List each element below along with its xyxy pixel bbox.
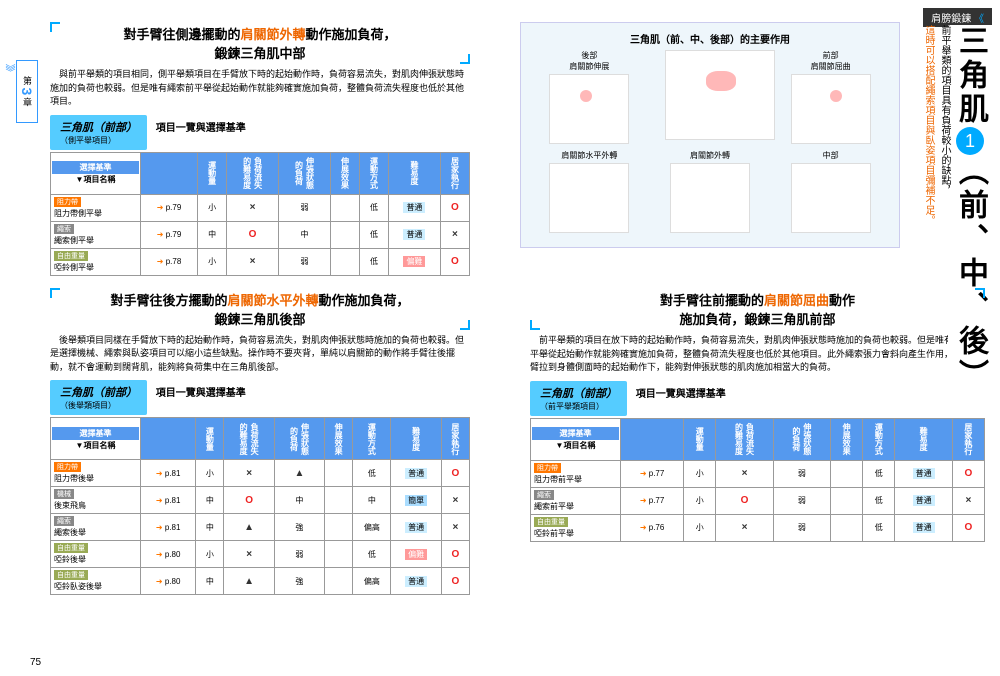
anatomy-torso	[665, 50, 755, 146]
exercise-table-front: 選擇基準▼項目名稱運動量負荷流失的難易度伸張狀態的負荷伸展效果運動方式難易度居家…	[530, 418, 985, 542]
spine-label: 鍛鍊肩膀、手臂	[0, 60, 1, 123]
spine-suffix: 章	[22, 98, 32, 107]
table-label: 三角肌（前部）（側平舉項目）	[50, 115, 147, 150]
table-row: 繩索繩索側平舉 ➜ p.79 中O中低 普通 ×	[51, 221, 470, 248]
section-rear-deltoid: 對手臂往後方擺動的肩關節水平外轉動作施加負荷， 鍛鍊三角肌後部 後舉類項目同樣在…	[50, 290, 470, 596]
section-heading: 對手臂往前擺動的肩關節屈曲動作 施加負荷，鍛鍊三角肌前部	[530, 290, 985, 328]
anatomy-panel: 三角肌（前、中、後部）的主要作用 後部肩關節伸展 前部肩關節屈曲 肩關節水平外轉…	[520, 22, 900, 248]
left-page: 第 3 章 》》 鍛鍊肩膀、手臂 對手臂往側邊擺動的肩關節外轉動作施加負荷， 鍛…	[0, 0, 500, 676]
spine-zig: 》》	[1, 64, 16, 119]
anatomy-rear: 後部肩關節伸展	[544, 50, 634, 146]
anatomy-mid: 中部	[786, 150, 876, 235]
section-front-deltoid: 對手臂往前擺動的肩關節屈曲動作 施加負荷，鍛鍊三角肌前部 前平舉類的項目在放下時…	[530, 290, 985, 542]
table-row: 自由重量啞鈴側平舉 ➜ p.78 小×弱低 偏難 O	[51, 248, 470, 275]
section-body: 與前平舉類的項目相同，側平舉類項目在手臂放下時的起始動作時，負荷容易流失，對肌肉…	[50, 68, 470, 109]
spine-tab: 第 3 章 》》 鍛鍊肩膀、手臂	[8, 60, 38, 123]
table-row: 自由重量啞鈴前平舉 ➜ p.76 小×弱低 普通 O	[531, 514, 985, 541]
table-label: 三角肌（前部）（前平舉類項目）	[530, 381, 627, 416]
table-row: 繩索繩索後舉 ➜ p.81 中▲強偏高 普通 ×	[51, 514, 470, 541]
table-row: 繩索繩索前平舉 ➜ p.77 小O弱低 普通 ×	[531, 487, 985, 514]
table-row: 阻力帶阻力帶側平舉 ➜ p.79 小×弱低 普通 O	[51, 194, 470, 221]
anatomy-exrot: 肩關節外轉	[665, 150, 755, 235]
exercise-table-mid: 選擇基準▼項目名稱運動量負荷流失的難易度伸張狀態的負荷伸展效果運動方式難易度居家…	[50, 152, 470, 276]
spine-num: 3	[19, 88, 35, 96]
section-body: 後舉類項目同樣在手臂放下時的起始動作時，負荷容易流失，對肌肉伸張狀態時施加的負荷…	[50, 334, 470, 375]
page-title: 三角肌1（前、中、後）	[948, 25, 992, 393]
spine-chapter: 第	[22, 76, 32, 85]
page-spread: 第 3 章 》》 鍛鍊肩膀、手臂 對手臂往側邊擺動的肩關節外轉動作施加負荷， 鍛…	[0, 0, 1000, 676]
page-subtitle: 前平舉類的項目具有負荷較小的缺點，這時可以搭配繩索項目與臥姿項目彌補不足。	[920, 25, 952, 225]
anatomy-title: 三角肌（前、中、後部）的主要作用	[529, 31, 891, 46]
exercise-table-rear: 選擇基準▼項目名稱運動量負荷流失的難易度伸張狀態的負荷伸展效果運動方式難易度居家…	[50, 417, 470, 595]
table-row: 阻力帶阻力帶前平舉 ➜ p.77 小×弱低 普通 O	[531, 460, 985, 487]
anatomy-front: 前部肩關節屈曲	[786, 50, 876, 146]
section-mid-deltoid: 對手臂往側邊擺動的肩關節外轉動作施加負荷， 鍛鍊三角肌中部 與前平舉類的項目相同…	[50, 24, 470, 276]
section-body: 前平舉類的項目在放下時的起始動作時，負荷容易流失，對肌肉伸張狀態時施加的負荷也較…	[530, 334, 985, 375]
table-caption: 項目一覽與選擇基準	[156, 380, 246, 399]
table-caption: 項目一覽與選擇基準	[636, 381, 726, 400]
table-row: 阻力帶阻力帶後舉 ➜ p.81 小×▲低 普通 O	[51, 460, 470, 487]
anatomy-hext: 肩關節水平外轉	[544, 150, 634, 235]
table-label: 三角肌（前部）（後舉類項目）	[50, 380, 147, 415]
table-caption: 項目一覽與選擇基準	[156, 115, 246, 134]
table-row: 自由重量啞鈴臥姿後舉 ➜ p.80 中▲強偏高 普通 O	[51, 568, 470, 595]
table-row: 機械後束飛鳥 ➜ p.81 中O中中 簡單 ×	[51, 487, 470, 514]
page-number: 75	[30, 657, 41, 668]
right-page: 肩膀鍛鍊 《 三角肌1（前、中、後） 前平舉類的項目具有負荷較小的缺點，這時可以…	[500, 0, 1000, 676]
section-heading: 對手臂往側邊擺動的肩關節外轉動作施加負荷， 鍛鍊三角肌中部	[50, 24, 470, 62]
section-heading: 對手臂往後方擺動的肩關節水平外轉動作施加負荷， 鍛鍊三角肌後部	[50, 290, 470, 328]
table-row: 自由重量啞鈴後舉 ➜ p.80 小×弱低 偏難 O	[51, 541, 470, 568]
